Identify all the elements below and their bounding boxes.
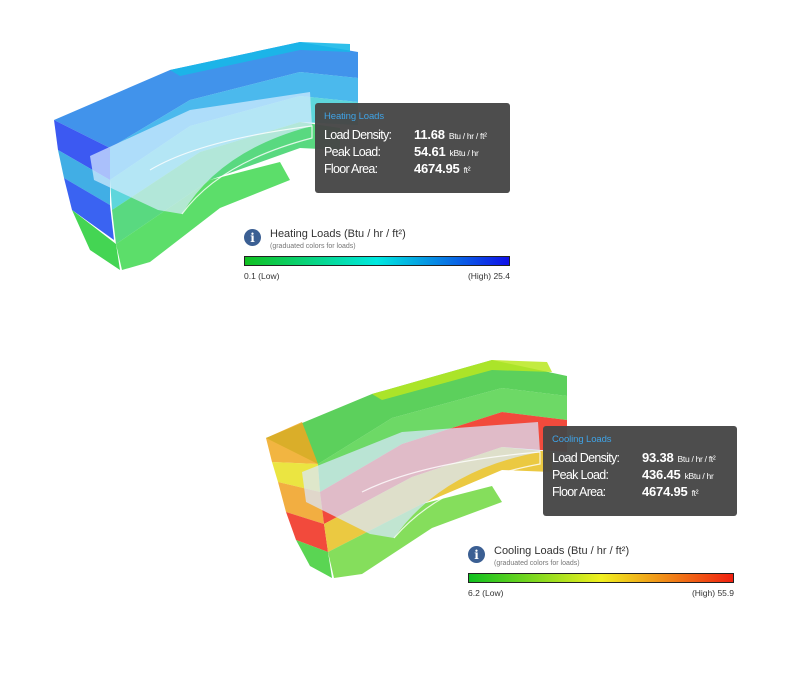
heating-high-label: (High) 25.4 [467, 271, 510, 281]
cooling-base [296, 540, 332, 578]
tt-value: 93.38 [642, 450, 674, 465]
tt-label: Floor Area: [324, 162, 378, 176]
cooling-low-label: 6.2 (Low) [468, 588, 504, 598]
tt-label: Floor Area: [552, 485, 606, 499]
cooling-band-lower [286, 512, 328, 552]
tt-unit: Btu / hr / ft² [677, 454, 716, 464]
heating-tooltip-title: Heating Loads [324, 111, 384, 122]
tt-unit: kBtu / hr [449, 148, 479, 158]
tt-label: Load Density: [324, 128, 392, 142]
cooling-atrium [302, 422, 540, 538]
tt-value: 4674.95 [642, 484, 688, 499]
cooling-legend-header: i Cooling Loads (Btu / hr / ft²) (gradua… [468, 545, 734, 568]
cooling-building-model[interactable] [262, 352, 582, 592]
tt-label: Load Density: [552, 451, 620, 465]
cooling-tooltip-title: Cooling Loads [552, 434, 612, 445]
cooling-load-density-row: Load Density: 93.38 Btu / hr / ft² [552, 450, 727, 467]
cooling-roof [266, 360, 567, 464]
heating-base [72, 210, 120, 270]
info-icon[interactable]: i [468, 546, 485, 563]
tt-value: 54.61 [414, 144, 446, 159]
heating-tooltip: Heating Loads Load Density: 11.68 Btu / … [315, 103, 510, 193]
heating-band-middle [58, 150, 110, 205]
tt-unit: Btu / hr / ft² [448, 131, 487, 141]
cooling-legend-title: Cooling Loads (Btu / hr / ft²) [494, 545, 630, 557]
info-icon[interactable]: i [244, 229, 261, 246]
tt-unit: kBtu / hr [684, 471, 714, 481]
cooling-peak-load-row: Peak Load: 436.45 kBtu / hr [552, 467, 727, 484]
tt-value: 436.45 [642, 467, 681, 482]
cooling-legend: i Cooling Loads (Btu / hr / ft²) (gradua… [468, 545, 734, 598]
heating-legend-range: 0.1 (Low) (High) 25.4 [244, 271, 510, 281]
heating-legend-header: i Heating Loads (Btu / hr / ft²) (gradua… [244, 228, 510, 251]
cooling-legend-text: Cooling Loads (Btu / hr / ft²) (graduate… [494, 545, 629, 568]
cooling-color-scale [468, 573, 734, 583]
tt-value: 11.68 [414, 127, 445, 142]
cooling-tooltip: Cooling Loads Load Density: 93.38 Btu / … [543, 426, 737, 516]
heating-color-scale [244, 256, 510, 266]
heating-floor-area-row: Floor Area: 4674.95 ft² [324, 161, 500, 178]
heating-band-lower [64, 178, 114, 240]
tt-unit: ft² [691, 488, 699, 498]
heating-legend-subtitle: (graduated colors for loads) [270, 243, 356, 250]
heating-roof [54, 42, 358, 148]
cooling-legend-subtitle: (graduated colors for loads) [494, 560, 580, 567]
heating-low-label: 0.1 (Low) [244, 271, 280, 281]
tt-unit: ft² [463, 165, 471, 175]
heating-peak-load-row: Peak Load: 54.61 kBtu / hr [324, 144, 500, 161]
cooling-high-label: (High) 55.9 [691, 588, 734, 598]
heating-legend: i Heating Loads (Btu / hr / ft²) (gradua… [244, 228, 510, 281]
heating-load-density-row: Load Density: 11.68 Btu / hr / ft² [324, 127, 500, 144]
tt-value: 4674.95 [414, 161, 460, 176]
heating-atrium [90, 92, 312, 214]
heating-legend-title: Heating Loads (Btu / hr / ft²) [270, 228, 406, 240]
cooling-legend-range: 6.2 (Low) (High) 55.9 [468, 588, 734, 598]
heating-legend-text: Heating Loads (Btu / hr / ft²) (graduate… [270, 228, 406, 251]
cooling-floor-area-row: Floor Area: 4674.95 ft² [552, 484, 727, 501]
tt-label: Peak Load: [324, 145, 381, 159]
tt-label: Peak Load: [552, 468, 609, 482]
